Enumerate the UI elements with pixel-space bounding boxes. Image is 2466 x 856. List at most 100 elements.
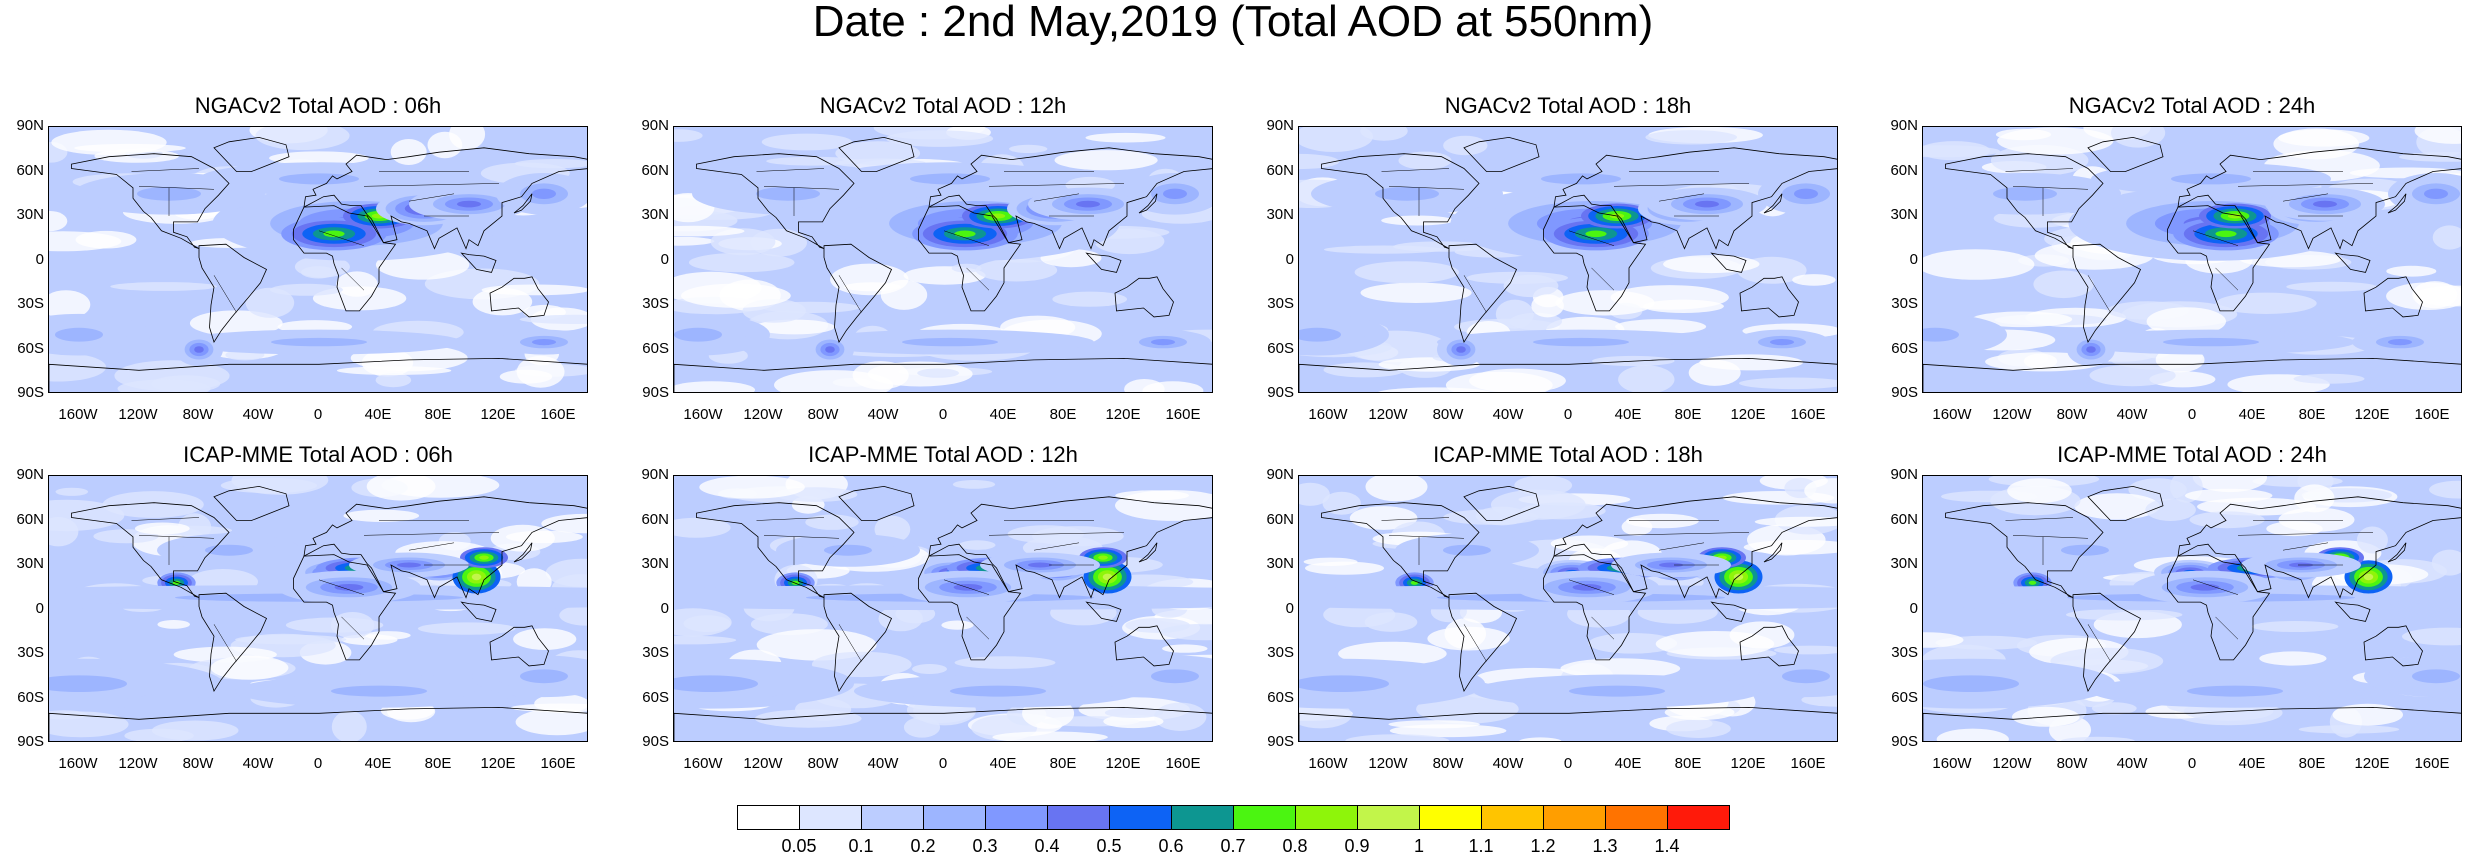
aod-map: [48, 475, 588, 742]
lat-tick-label: 60S: [642, 688, 669, 706]
lon-tick-label: 40W: [1492, 406, 1524, 423]
lat-tick-label: 90S: [1267, 733, 1294, 750]
lon-tick-label: 80E: [1674, 755, 1702, 772]
lat-tick-label: 60S: [1267, 688, 1294, 706]
lon-tick-label: 120W: [1992, 406, 2032, 423]
lon-tick-label: 40W: [2116, 406, 2148, 423]
lat-tick-label: 90N: [641, 117, 669, 134]
colorbar-label: 0.5: [1096, 836, 1122, 856]
lon-tick-label: 0: [938, 755, 948, 772]
lat-tick-label: 30N: [16, 555, 44, 572]
panel-title: NGACv2 Total AOD : 12h: [819, 93, 1067, 118]
lat-tick-label: 30N: [1266, 555, 1294, 572]
lat-tick-label: 90N: [641, 466, 669, 483]
lon-tick-label: 80E: [2298, 406, 2326, 423]
panel-title: NGACv2 Total AOD : 18h: [1444, 93, 1692, 118]
colorbar-label: 1: [1413, 836, 1424, 856]
lon-tick-label: 160E: [1165, 406, 1201, 423]
lon-tick-label: 0: [1563, 755, 1573, 772]
lon-tick-label: 120E: [1105, 406, 1141, 423]
aod-map: [1922, 126, 2462, 393]
lon-tick-label: 120E: [1730, 755, 1766, 772]
colorbar-label: 1.1: [1468, 836, 1494, 856]
lat-tick-label: 30S: [1891, 295, 1918, 312]
panel-title: NGACv2 Total AOD : 06h: [194, 93, 442, 118]
lon-tick-label: 80W: [807, 755, 839, 772]
lon-tick-label: 160E: [540, 406, 576, 423]
lon-tick-label: 80W: [1432, 406, 1464, 423]
lat-tick-label: 30N: [641, 206, 669, 223]
colorbar-swatch: [1605, 805, 1668, 830]
panel-title: ICAP-MME Total AOD : 12h: [808, 442, 1078, 467]
lon-tick-label: 0: [313, 406, 323, 423]
lon-tick-label: 40W: [242, 406, 274, 423]
panel-title: ICAP-MME Total AOD : 18h: [1433, 442, 1703, 467]
panel-title: ICAP-MME Total AOD : 06h: [183, 442, 453, 467]
colorbar-label: 0.6: [1158, 836, 1184, 856]
lat-tick-label: 60S: [1891, 339, 1918, 357]
lat-tick-label: 30S: [1267, 295, 1294, 312]
lon-tick-label: 160E: [540, 755, 576, 772]
lat-tick-label: 30N: [641, 555, 669, 572]
lon-tick-label: 160W: [683, 406, 723, 423]
lon-tick-label: 40E: [364, 755, 392, 772]
lat-tick-label: 90N: [16, 117, 44, 134]
lat-tick-label: 90S: [17, 733, 44, 750]
lat-tick-label: 60S: [17, 339, 44, 357]
lon-tick-label: 0: [938, 406, 948, 423]
aod-map: [1922, 475, 2462, 742]
lat-tick-label: 90S: [1891, 384, 1918, 401]
lon-tick-label: 120E: [1730, 406, 1766, 423]
lon-tick-label: 40W: [2116, 755, 2148, 772]
lat-tick-label: 60N: [1890, 510, 1918, 528]
lon-tick-label: 120W: [1992, 755, 2032, 772]
colorbar-label: 1.2: [1530, 836, 1556, 856]
lon-tick-label: 80W: [807, 406, 839, 423]
lat-tick-label: 30S: [17, 644, 44, 661]
colorbar-label: 0.1: [848, 836, 874, 856]
aod-map: [1298, 126, 1838, 393]
aod-map: [673, 126, 1213, 393]
lat-tick-label: 0: [660, 599, 669, 617]
lat-tick-label: 60N: [16, 161, 44, 179]
lon-tick-label: 0: [1563, 406, 1573, 423]
colorbar-swatch: [799, 805, 862, 830]
aod-map: [1298, 475, 1838, 742]
lat-tick-label: 60N: [641, 510, 669, 528]
aod-map: [673, 475, 1213, 742]
lon-tick-label: 80E: [1674, 406, 1702, 423]
lat-tick-label: 90N: [1266, 466, 1294, 483]
colorbar-swatch: [985, 805, 1048, 830]
lon-tick-label: 80W: [182, 406, 214, 423]
lon-tick-label: 120E: [2354, 755, 2390, 772]
lon-tick-label: 40E: [364, 406, 392, 423]
lon-tick-label: 160W: [683, 755, 723, 772]
lon-tick-label: 80E: [424, 755, 452, 772]
lon-tick-label: 40E: [1614, 406, 1642, 423]
lon-tick-label: 160W: [1308, 755, 1348, 772]
lon-tick-label: 120E: [2354, 406, 2390, 423]
lat-tick-label: 30N: [1266, 206, 1294, 223]
lat-tick-label: 30N: [1890, 206, 1918, 223]
lon-tick-label: 80E: [1049, 755, 1077, 772]
lon-tick-label: 160W: [1932, 406, 1972, 423]
lat-tick-label: 60N: [641, 161, 669, 179]
lon-tick-label: 40W: [867, 406, 899, 423]
lat-tick-label: 60N: [16, 510, 44, 528]
lat-tick-label: 60S: [642, 339, 669, 357]
figure-title: Date : 2nd May,2019 (Total AOD at 550nm): [812, 0, 1654, 46]
colorbar-swatch: [1419, 805, 1482, 830]
lat-tick-label: 60S: [17, 688, 44, 706]
colorbar-swatch: [1109, 805, 1172, 830]
lat-tick-label: 30S: [17, 295, 44, 312]
lon-tick-label: 120E: [1105, 755, 1141, 772]
lat-tick-label: 30S: [1267, 644, 1294, 661]
lat-tick-label: 30S: [1891, 644, 1918, 661]
lon-tick-label: 80W: [182, 755, 214, 772]
lon-tick-label: 120W: [1368, 755, 1408, 772]
colorbar-label: 0.8: [1282, 836, 1308, 856]
lon-tick-label: 160E: [1790, 755, 1826, 772]
lon-tick-label: 0: [2187, 755, 2197, 772]
colorbar-label: 0.9: [1344, 836, 1370, 856]
lat-tick-label: 60N: [1266, 161, 1294, 179]
